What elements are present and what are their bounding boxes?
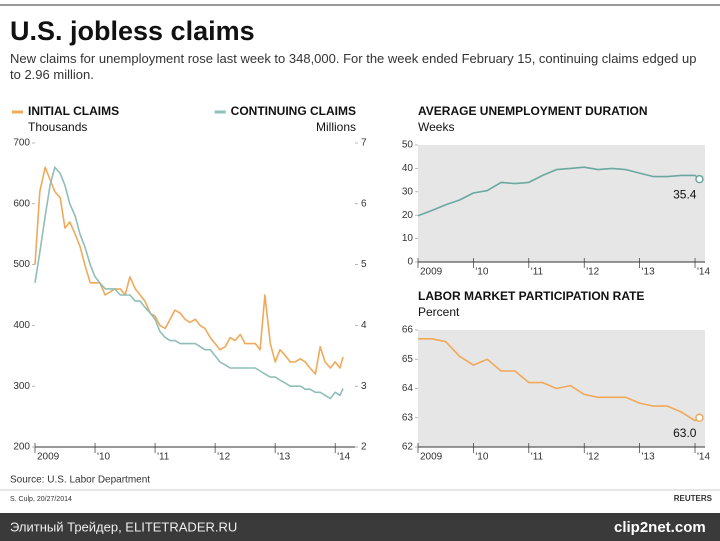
y-tick-label: 40	[402, 163, 414, 174]
x-tick-label: '11	[157, 452, 170, 463]
end-marker	[695, 174, 704, 184]
y-tick-label: 62	[402, 442, 414, 453]
line	[418, 338, 700, 422]
x-tick-label: 2009	[420, 267, 443, 278]
title: U.S. jobless claims	[10, 16, 255, 46]
y2-tick-label: 2	[361, 442, 367, 453]
y-tick-label: 64	[402, 383, 414, 394]
x-tick-label: '11	[531, 267, 544, 278]
y2-tick-label: 3	[361, 381, 367, 392]
y-tick-label: 400	[13, 320, 30, 331]
x-tick-label: '13	[642, 452, 655, 463]
x-tick-label: '14	[697, 452, 710, 463]
y-tick-label: 600	[13, 198, 30, 209]
x-tick-label: '11	[531, 452, 544, 463]
x-tick-label: '13	[277, 452, 290, 463]
end-label: 35.4	[673, 187, 697, 201]
credit: S. Culp, 20/27/2014	[10, 496, 72, 503]
x-tick-label: '14	[337, 452, 350, 463]
y-tick-label: 300	[13, 381, 30, 392]
end-label: 63.0	[673, 426, 697, 440]
y-axis-label: Thousands	[28, 120, 87, 134]
line	[34, 166, 344, 375]
legend-label: INITIAL CLAIMS	[28, 104, 119, 118]
x-tick-label: '10	[475, 452, 488, 463]
y2-tick-label: 6	[361, 198, 367, 209]
watermark: Элитный Трейдер, ELITETRADER.RU	[10, 519, 237, 534]
y-tick-label: 700	[13, 138, 30, 149]
x-tick-label: '13	[642, 267, 655, 278]
chart-title: LABOR MARKET PARTICIPATION RATE	[418, 289, 644, 303]
subtitle: New claims for unemployment rose last we…	[10, 51, 697, 82]
y-tick-label: 66	[402, 325, 414, 336]
y-tick-label: 63	[402, 412, 414, 423]
y-axis-label: Weeks	[418, 120, 454, 134]
y2-tick-label: 5	[361, 259, 367, 270]
x-tick-label: '10	[97, 452, 110, 463]
y-axis-label: Percent	[418, 305, 460, 319]
y2-axis-label: Millions	[316, 120, 356, 134]
x-tick-label: '12	[586, 452, 599, 463]
x-tick-label: '14	[697, 267, 710, 278]
chart-title: AVERAGE UNEMPLOYMENT DURATION	[418, 104, 648, 118]
y2-tick-label: 4	[361, 320, 367, 331]
x-tick-label: '12	[217, 452, 230, 463]
y-tick-label: 10	[402, 233, 414, 244]
logo: clip2net.com	[614, 519, 706, 536]
line	[34, 166, 344, 400]
y2-tick-label: 7	[361, 138, 367, 149]
y-tick-label: 500	[13, 259, 30, 270]
y-tick-label: 0	[407, 257, 413, 268]
y-tick-label: 30	[402, 186, 414, 197]
x-tick-label: 2009	[37, 452, 60, 463]
source: Source: U.S. Labor Department	[10, 475, 150, 486]
x-tick-label: '10	[475, 267, 488, 278]
end-marker	[695, 413, 704, 422]
x-tick-label: 2009	[420, 452, 443, 463]
legend-label: CONTINUING CLAIMS	[231, 104, 356, 118]
footer-bar	[0, 513, 720, 541]
plot-background	[418, 145, 705, 262]
plot-background	[418, 330, 705, 447]
y-tick-label: 50	[402, 140, 414, 151]
y-tick-label: 65	[402, 354, 414, 365]
x-tick-label: '12	[586, 267, 599, 278]
brand: REUTERS	[674, 494, 713, 503]
header: U.S. jobless claims New claims for unemp…	[10, 16, 700, 83]
y-tick-label: 20	[402, 210, 414, 221]
y-tick-label: 200	[13, 442, 30, 453]
line	[417, 166, 701, 217]
